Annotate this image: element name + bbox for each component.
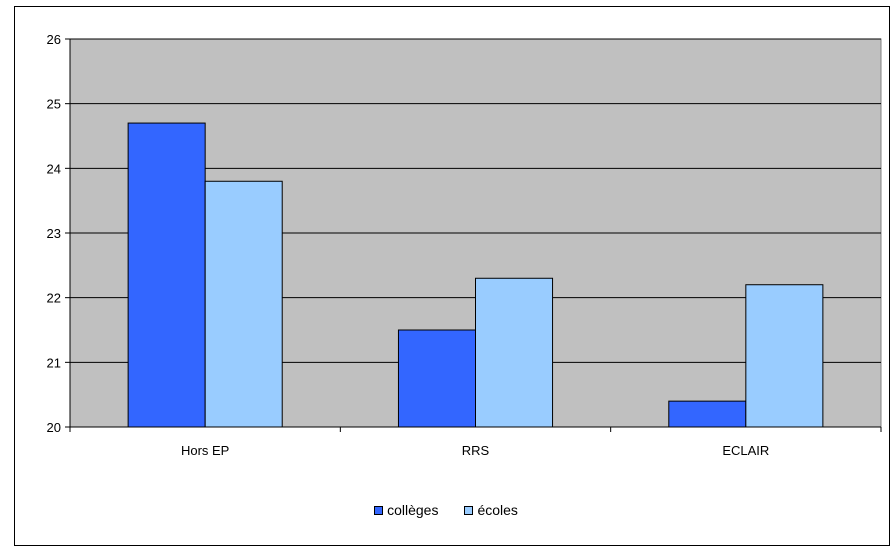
bar-ecoles-2 bbox=[745, 284, 824, 428]
legend-item-colleges: collèges bbox=[374, 502, 438, 518]
bar-colleges-2 bbox=[668, 400, 747, 428]
bar-colleges-0 bbox=[127, 122, 206, 428]
bar-chart: 20 21 22 23 24 25 26 Hors EP RRS ECLAIR bbox=[47, 32, 882, 458]
y-tick-label: 23 bbox=[47, 226, 61, 241]
y-tick-label: 20 bbox=[47, 420, 61, 435]
legend: collèges écoles bbox=[0, 500, 892, 520]
legend-label-colleges: collèges bbox=[387, 502, 439, 518]
bar-colleges-1 bbox=[397, 329, 476, 428]
bar-ecoles-0 bbox=[204, 180, 283, 428]
y-tick-label: 22 bbox=[47, 291, 61, 306]
y-tick-label: 21 bbox=[47, 355, 61, 370]
x-tick-label: Hors EP bbox=[181, 443, 229, 458]
y-tick-label: 26 bbox=[47, 32, 61, 47]
legend-swatch-colleges bbox=[374, 505, 384, 515]
y-tick-label: 24 bbox=[47, 161, 61, 176]
bar-ecoles-1 bbox=[475, 277, 554, 428]
legend-swatch-ecoles bbox=[464, 505, 474, 515]
x-tick-label: RRS bbox=[462, 443, 490, 458]
legend-item-ecoles: écoles bbox=[464, 502, 518, 518]
x-tick-label: ECLAIR bbox=[722, 443, 769, 458]
legend-label-ecoles: écoles bbox=[477, 502, 518, 518]
y-tick-label: 25 bbox=[47, 97, 61, 112]
